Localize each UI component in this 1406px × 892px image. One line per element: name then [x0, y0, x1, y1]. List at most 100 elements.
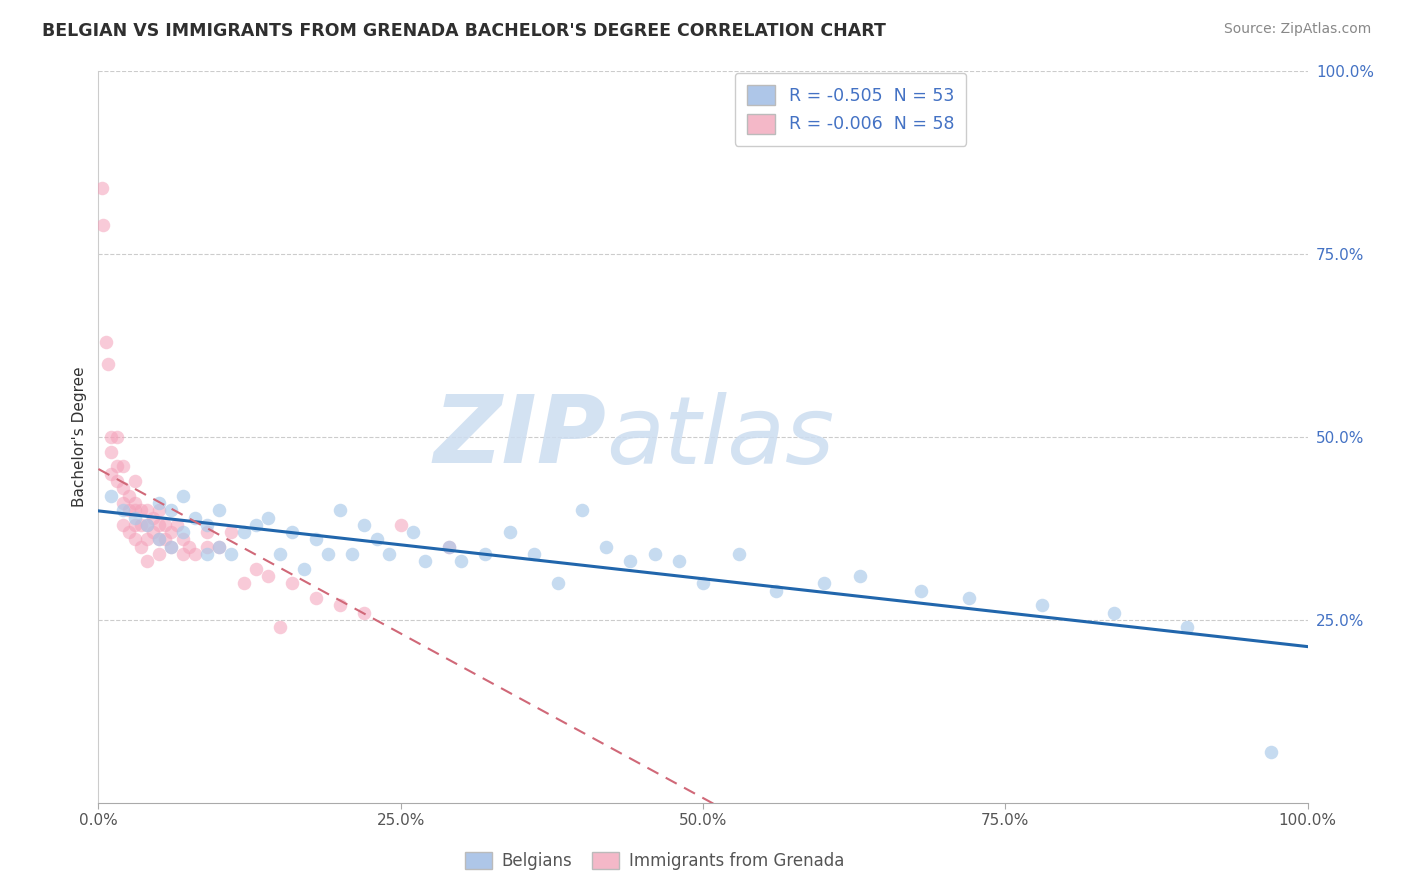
Point — [668, 554, 690, 568]
Text: atlas: atlas — [606, 392, 835, 483]
Point — [153, 533, 176, 547]
Point — [124, 496, 146, 510]
Point — [1031, 599, 1053, 613]
Text: Source: ZipAtlas.com: Source: ZipAtlas.com — [1223, 22, 1371, 37]
Point — [148, 496, 170, 510]
Text: BELGIAN VS IMMIGRANTS FROM GRENADA BACHELOR'S DEGREE CORRELATION CHART: BELGIAN VS IMMIGRANTS FROM GRENADA BACHE… — [42, 22, 886, 40]
Y-axis label: Bachelor's Degree: Bachelor's Degree — [72, 367, 87, 508]
Point — [105, 459, 128, 474]
Point — [160, 540, 183, 554]
Point — [305, 533, 328, 547]
Point — [221, 525, 243, 540]
Point — [111, 459, 134, 474]
Point — [148, 547, 170, 561]
Point — [595, 540, 617, 554]
Point — [118, 503, 141, 517]
Legend: Belgians, Immigrants from Grenada: Belgians, Immigrants from Grenada — [457, 844, 852, 879]
Point — [160, 525, 183, 540]
Point — [118, 489, 141, 503]
Point — [148, 503, 170, 517]
Point — [1260, 745, 1282, 759]
Point — [437, 540, 460, 554]
Point — [256, 569, 278, 583]
Point — [353, 606, 375, 620]
Point — [195, 547, 218, 561]
Point — [957, 591, 980, 605]
Point — [571, 503, 593, 517]
Point — [97, 357, 120, 371]
Point — [329, 503, 352, 517]
Point — [172, 525, 194, 540]
Point — [692, 576, 714, 591]
Point — [124, 503, 146, 517]
Point — [135, 554, 157, 568]
Point — [135, 517, 157, 532]
Point — [245, 517, 267, 532]
Point — [281, 525, 304, 540]
Point — [100, 467, 122, 481]
Point — [100, 444, 122, 458]
Point — [498, 525, 520, 540]
Point — [124, 533, 146, 547]
Point — [195, 517, 218, 532]
Point — [474, 547, 496, 561]
Point — [160, 540, 183, 554]
Point — [366, 533, 388, 547]
Point — [644, 547, 666, 561]
Point — [179, 540, 201, 554]
Point — [269, 620, 291, 634]
Point — [135, 533, 157, 547]
Point — [849, 569, 872, 583]
Point — [619, 554, 641, 568]
Point — [450, 554, 472, 568]
Point — [129, 503, 152, 517]
Point — [547, 576, 569, 591]
Point — [184, 510, 207, 524]
Point — [129, 517, 152, 532]
Point — [148, 517, 170, 532]
Point — [172, 547, 194, 561]
Point — [329, 599, 352, 613]
Point — [160, 503, 183, 517]
Point — [105, 474, 128, 488]
Point — [281, 576, 304, 591]
Point — [111, 481, 134, 495]
Point — [353, 517, 375, 532]
Point — [91, 218, 114, 232]
Point — [111, 517, 134, 532]
Point — [172, 533, 194, 547]
Point — [135, 503, 157, 517]
Point — [118, 525, 141, 540]
Point — [195, 540, 218, 554]
Point — [184, 547, 207, 561]
Point — [91, 181, 114, 195]
Point — [166, 517, 188, 532]
Point — [195, 525, 218, 540]
Text: ZIP: ZIP — [433, 391, 606, 483]
Point — [377, 547, 399, 561]
Point — [100, 489, 122, 503]
Point — [245, 562, 267, 576]
Point — [910, 583, 932, 598]
Point — [232, 525, 254, 540]
Point — [148, 533, 170, 547]
Point — [208, 540, 231, 554]
Point — [232, 576, 254, 591]
Point — [105, 430, 128, 444]
Point — [813, 576, 835, 591]
Point — [1102, 606, 1125, 620]
Point — [124, 510, 146, 524]
Point — [316, 547, 339, 561]
Point — [124, 517, 146, 532]
Point — [208, 540, 231, 554]
Point — [413, 554, 436, 568]
Point — [111, 496, 134, 510]
Point — [129, 540, 152, 554]
Point — [124, 474, 146, 488]
Point — [342, 547, 364, 561]
Point — [269, 547, 291, 561]
Point — [389, 517, 412, 532]
Point — [221, 547, 243, 561]
Point — [1175, 620, 1198, 634]
Point — [437, 540, 460, 554]
